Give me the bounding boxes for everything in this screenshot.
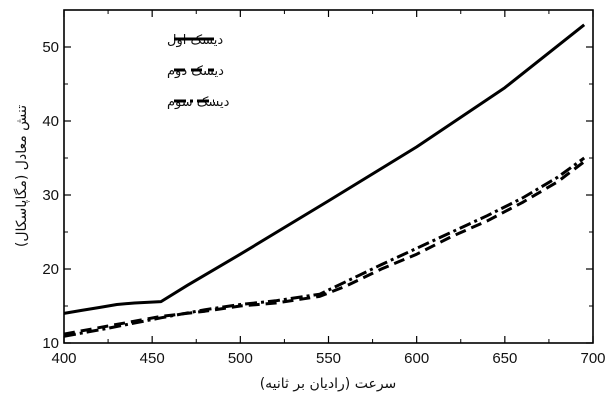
axis-ticks xyxy=(63,10,594,344)
x-tick-label: 650 xyxy=(492,350,517,367)
legend: دیسک اولدیسک دومدیسک سوم xyxy=(167,33,230,110)
y-tick-label: 40 xyxy=(42,113,59,130)
x-tick-label: 450 xyxy=(140,350,165,367)
x-axis-title: سرعت (رادیان بر ثانیه) xyxy=(260,376,397,392)
series-line-1 xyxy=(63,23,586,315)
x-tick-labels: 400 450 500 550 600 650 700 xyxy=(51,350,605,367)
x-tick-label: 400 xyxy=(51,350,76,367)
y-axis-title: تنش معادل (مگاپاسکال) xyxy=(13,105,30,247)
series-line-3 xyxy=(63,156,586,338)
y-tick-labels: 10 20 30 40 50 xyxy=(42,39,59,352)
y-tick-label: 20 xyxy=(42,261,59,278)
series-lines xyxy=(63,23,586,338)
x-tick-label: 550 xyxy=(316,350,341,367)
x-tick-label: 500 xyxy=(228,350,253,367)
plot-frame xyxy=(63,9,594,344)
series-line-2 xyxy=(63,160,586,336)
y-tick-label: 10 xyxy=(42,335,59,352)
x-tick-label: 700 xyxy=(580,350,605,367)
y-tick-label: 30 xyxy=(42,187,59,204)
x-tick-label: 600 xyxy=(404,350,429,367)
y-tick-label: 50 xyxy=(42,39,59,56)
